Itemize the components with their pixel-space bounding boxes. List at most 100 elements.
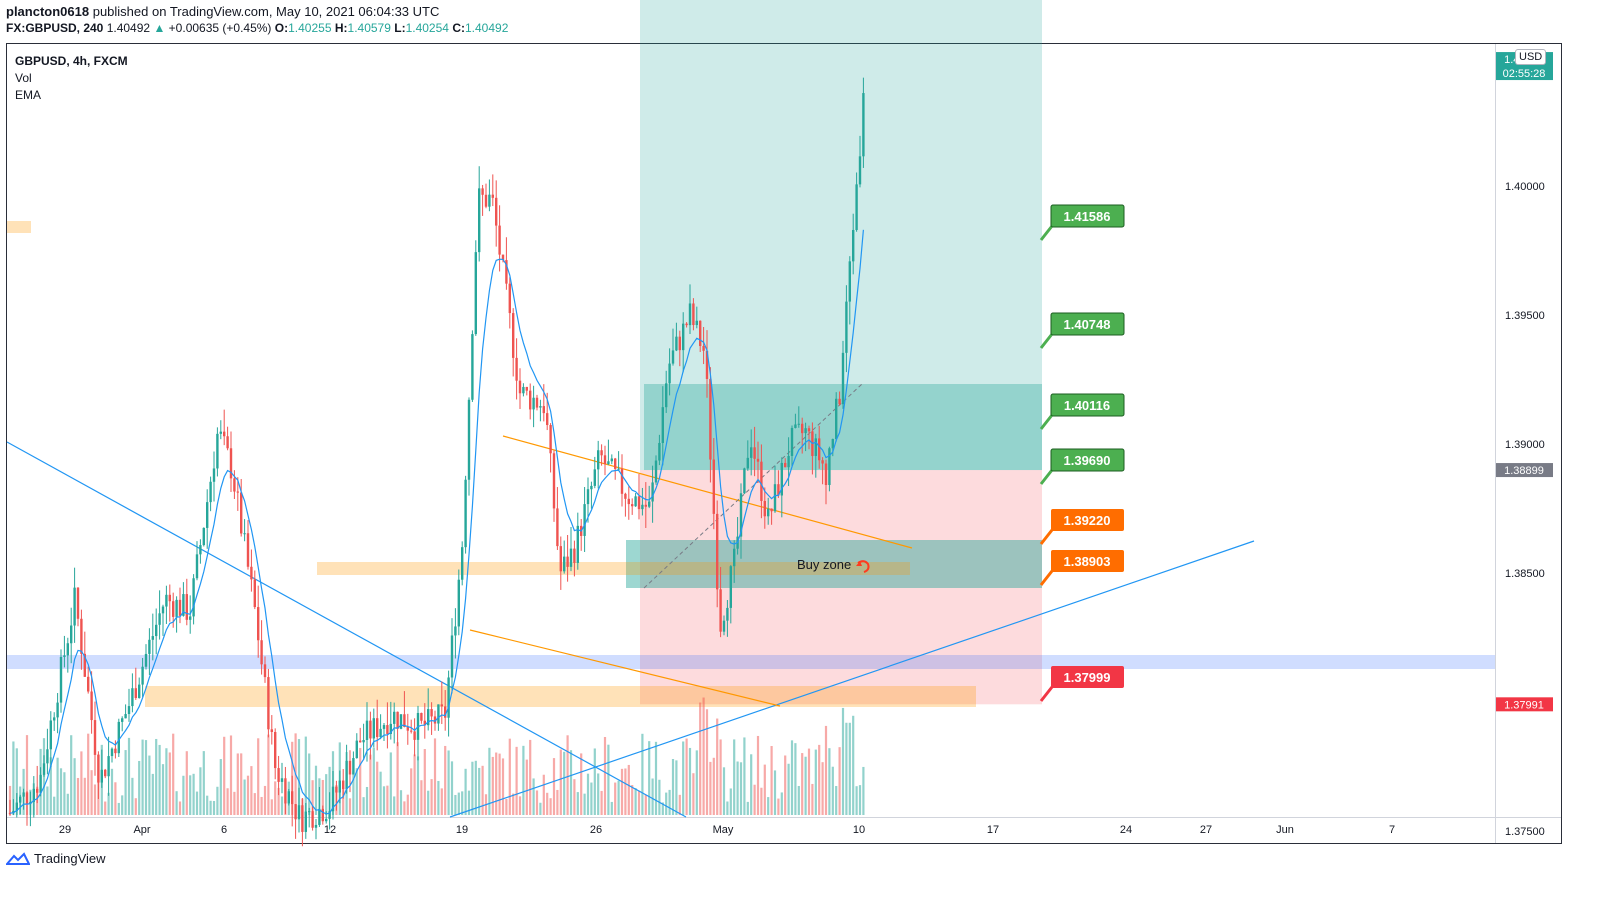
candle-body	[648, 501, 651, 507]
volume-bar	[348, 798, 352, 815]
candle-body	[427, 709, 430, 726]
volume-bar	[433, 738, 437, 815]
candle-body	[223, 431, 226, 437]
volume-bar	[257, 738, 260, 815]
candle-body	[855, 184, 858, 230]
candle-body	[498, 225, 501, 255]
volume-bar	[202, 751, 205, 815]
candle-body	[508, 283, 511, 314]
volume-bar	[688, 747, 692, 815]
volume-bar	[369, 754, 372, 815]
volume-bar	[695, 750, 698, 815]
volume-bar	[617, 780, 620, 815]
channel-upper-line	[502, 435, 913, 549]
candle-body	[314, 824, 318, 828]
candle-body	[682, 323, 685, 351]
candle-body	[216, 433, 219, 469]
candle-body	[794, 424, 797, 428]
candle-body	[284, 778, 287, 804]
volume-bar	[406, 794, 409, 815]
volume-bar	[447, 750, 450, 815]
volume-bar	[777, 798, 780, 815]
candle-body	[685, 323, 688, 326]
tradingview-footer[interactable]: TradingView	[6, 851, 106, 866]
candle-body	[250, 566, 253, 580]
volume-bar	[121, 795, 124, 815]
candle-body	[512, 313, 515, 358]
candle-body	[437, 704, 440, 724]
price-axis-label: 1.38899	[1496, 463, 1553, 478]
candle-body	[151, 636, 154, 640]
candle-body	[301, 805, 304, 832]
volume-bar	[314, 765, 318, 815]
candle-body	[291, 791, 294, 805]
candle-body	[573, 548, 576, 563]
volume-bar	[566, 735, 569, 815]
candle-body	[229, 448, 233, 479]
candle-body	[185, 594, 188, 620]
candle-body	[692, 303, 695, 326]
price-tick-label: 1.39000	[1505, 439, 1545, 451]
candle-body	[763, 500, 766, 517]
candle-body	[399, 714, 403, 729]
volume-bar	[328, 766, 331, 815]
volume-bar	[212, 800, 216, 815]
volume-bar	[430, 779, 433, 815]
candle-body	[600, 450, 603, 456]
volume-bar	[63, 772, 66, 815]
candle-body	[87, 676, 90, 692]
price-callout: 1.39220	[1039, 509, 1124, 545]
time-tick-label: 24	[1120, 824, 1132, 836]
volume-bar	[702, 697, 705, 815]
candle-body	[515, 357, 518, 381]
volume-bar	[862, 766, 865, 815]
volume-bar	[773, 770, 777, 815]
candle-body	[104, 769, 107, 777]
legend-volume[interactable]: Vol	[15, 71, 32, 85]
volume-bar	[678, 794, 681, 815]
volume-bar	[80, 751, 83, 815]
legend-main-series[interactable]: GBPUSD, 4h, FXCM	[15, 54, 128, 68]
volume-bar	[457, 792, 460, 815]
publisher-name[interactable]: plancton0618	[6, 4, 90, 19]
candle-body	[576, 525, 579, 563]
candle-body	[532, 397, 535, 410]
legend-ema[interactable]: EMA	[15, 88, 42, 102]
volume-bar	[651, 778, 654, 815]
key-level-band	[7, 655, 1495, 669]
candle-body	[328, 811, 331, 819]
last-price: 1.40492	[106, 21, 151, 35]
candle-body	[750, 447, 753, 458]
chart-legend: GBPUSD, 4h, FXCM Vol EMA	[15, 53, 128, 104]
volume-bar	[685, 738, 688, 815]
candle-body	[753, 447, 756, 459]
currency-badge[interactable]: USD	[1515, 49, 1547, 65]
candle-body	[318, 808, 321, 825]
candle-body	[161, 606, 165, 614]
time-tick-label: Jun	[1276, 824, 1294, 836]
channel-lower-line	[469, 629, 781, 707]
symbol-name[interactable]: FX:GBPUSD, 240	[6, 21, 104, 35]
candle-body	[56, 702, 59, 718]
volume-bar	[709, 761, 712, 815]
candle-body	[274, 731, 277, 769]
volume-bar	[535, 790, 539, 815]
candle-body	[182, 594, 185, 616]
candle-body	[36, 788, 39, 793]
volume-bar	[712, 757, 715, 815]
volume-bar	[641, 733, 644, 815]
volume-bar	[342, 787, 345, 815]
volume-bar	[365, 786, 369, 815]
volume-bar	[569, 750, 573, 815]
candle-body	[396, 711, 399, 729]
candle-body	[807, 428, 811, 432]
callout-box	[1050, 312, 1125, 336]
candle-body	[522, 386, 525, 394]
volume-bar	[195, 791, 199, 815]
volume-bar	[824, 725, 828, 815]
volume-bar	[671, 759, 675, 815]
volume-bar	[705, 709, 709, 815]
volume-bar	[70, 735, 73, 815]
volume-bar	[236, 753, 239, 815]
